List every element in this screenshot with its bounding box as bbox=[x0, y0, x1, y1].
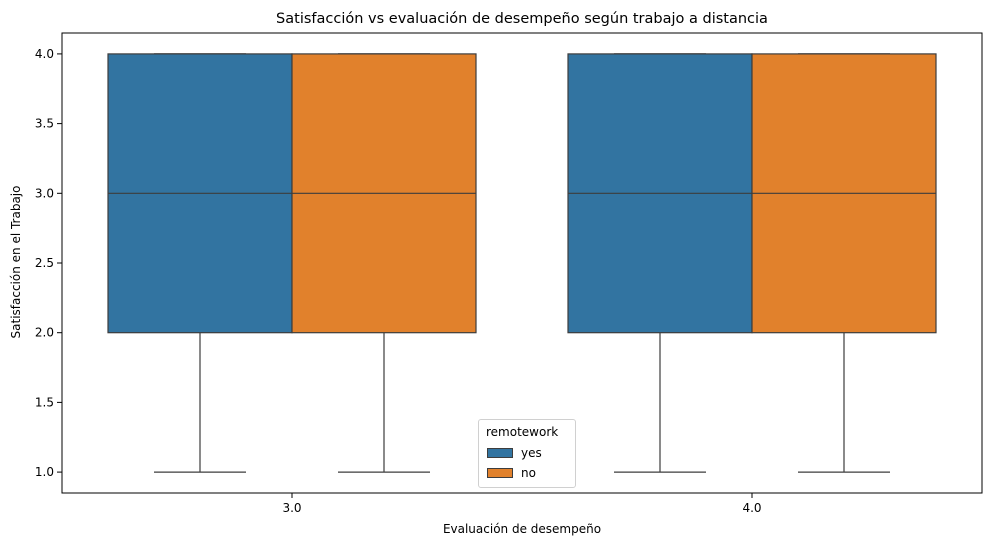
x-tick-label-3_0: 3.0 bbox=[282, 501, 301, 515]
y-tick-label-4_0: 4.0 bbox=[35, 47, 54, 61]
y-tick-label-1_0: 1.0 bbox=[35, 465, 54, 479]
y-tick-label-2_5: 2.5 bbox=[35, 256, 54, 270]
axes: 1.0 1.5 2.0 2.5 3.0 3.5 4.0 3.0 4.0 bbox=[35, 32, 983, 515]
y-tick-label-1_5: 1.5 bbox=[35, 395, 54, 409]
y-tick-label-3_5: 3.5 bbox=[35, 117, 54, 131]
legend-label-yes: yes bbox=[521, 446, 542, 460]
legend-title: remotework bbox=[486, 425, 559, 439]
y-tick-label-2_0: 2.0 bbox=[35, 326, 54, 340]
legend-swatch-yes bbox=[487, 448, 513, 458]
y-tick-label-3_0: 3.0 bbox=[35, 186, 54, 200]
chart-title: Satisfacción vs evaluación de desempeño … bbox=[276, 11, 768, 27]
legend-swatch-no bbox=[487, 468, 513, 478]
box-group-no-4_0 bbox=[751, 53, 937, 473]
box-group-no-3_0 bbox=[291, 53, 477, 473]
legend-item-yes: yes bbox=[487, 446, 542, 460]
y-axis-label: Satisfacción en el Trabajo bbox=[9, 186, 23, 339]
legend: remotework yes no bbox=[478, 419, 576, 488]
x-tick-label-4_0: 4.0 bbox=[742, 501, 761, 515]
box-group-yes-4_0 bbox=[567, 53, 753, 473]
x-axis-label: Evaluación de desempeño bbox=[443, 522, 601, 536]
legend-item-no: no bbox=[487, 466, 536, 480]
plot-area bbox=[107, 53, 937, 473]
legend-label-no: no bbox=[521, 466, 536, 480]
box-group-yes-3_0 bbox=[107, 53, 293, 473]
